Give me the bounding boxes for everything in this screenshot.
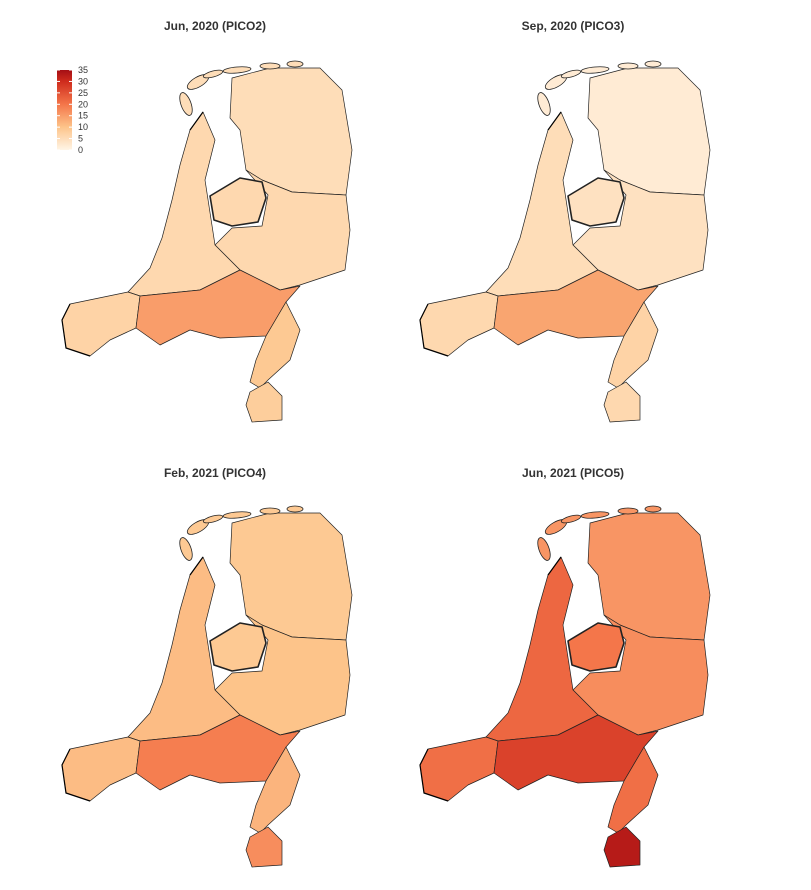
legend-tick-label: 30 xyxy=(78,76,88,86)
panel-title: Jun, 2020 (PICO2) xyxy=(164,19,266,33)
region-south-limburg xyxy=(245,826,283,868)
region-zeeland xyxy=(61,291,141,357)
region-flevoland xyxy=(567,177,625,227)
region-island xyxy=(286,505,304,513)
coastline xyxy=(419,111,562,357)
coastline xyxy=(61,111,204,357)
region-zeeland xyxy=(419,736,499,802)
region-north xyxy=(587,512,711,641)
region-east xyxy=(572,169,709,291)
region-north xyxy=(587,67,711,196)
panel-title: Jun, 2021 (PICO5) xyxy=(522,466,624,480)
legend-tick-label: 0 xyxy=(78,145,83,155)
map-panel: Feb, 2021 (PICO4) xyxy=(61,466,353,868)
region-island xyxy=(560,514,582,524)
region-island xyxy=(202,514,224,524)
region-island xyxy=(644,60,662,68)
region-east xyxy=(214,614,351,736)
coastline xyxy=(61,556,204,802)
region-island xyxy=(259,507,281,515)
panel-title: Sep, 2020 (PICO3) xyxy=(522,19,625,33)
region-flevoland xyxy=(209,177,267,227)
region-island xyxy=(222,511,252,519)
region-island xyxy=(617,507,639,515)
region-north xyxy=(229,67,353,196)
panel-title: Feb, 2021 (PICO4) xyxy=(164,466,266,480)
region-zeeland xyxy=(61,736,141,802)
region-island xyxy=(617,62,639,70)
region-island xyxy=(179,537,193,561)
region-island xyxy=(222,66,252,74)
region-flevoland xyxy=(209,622,267,672)
region-south-limburg xyxy=(603,381,641,423)
region-island xyxy=(580,66,610,74)
region-island xyxy=(179,92,193,116)
legend-tick-label: 15 xyxy=(78,111,88,121)
map-panel: Sep, 2020 (PICO3) xyxy=(419,19,711,423)
region-island xyxy=(537,537,551,561)
legend-tick-label: 10 xyxy=(78,122,88,132)
map-panel: Jun, 2020 (PICO2) xyxy=(61,19,353,423)
region-north xyxy=(229,512,353,641)
region-east xyxy=(214,169,351,291)
region-south-limburg xyxy=(245,381,283,423)
region-island xyxy=(580,511,610,519)
region-island xyxy=(202,69,224,79)
legend-tick-label: 5 xyxy=(78,134,83,144)
region-zeeland xyxy=(419,291,499,357)
region-island xyxy=(560,69,582,79)
region-east xyxy=(572,614,709,736)
map-panel: Jun, 2021 (PICO5) xyxy=(419,466,711,868)
region-flevoland xyxy=(567,622,625,672)
coastline xyxy=(419,556,562,802)
legend-tick-label: 20 xyxy=(78,99,88,109)
legend-tick-label: 35 xyxy=(78,65,88,75)
region-south-limburg xyxy=(603,826,641,868)
region-island xyxy=(286,60,304,68)
legend-tick-label: 25 xyxy=(78,88,88,98)
region-island xyxy=(644,505,662,513)
region-island xyxy=(259,62,281,70)
region-island xyxy=(537,92,551,116)
legend-colorbar xyxy=(57,70,72,150)
